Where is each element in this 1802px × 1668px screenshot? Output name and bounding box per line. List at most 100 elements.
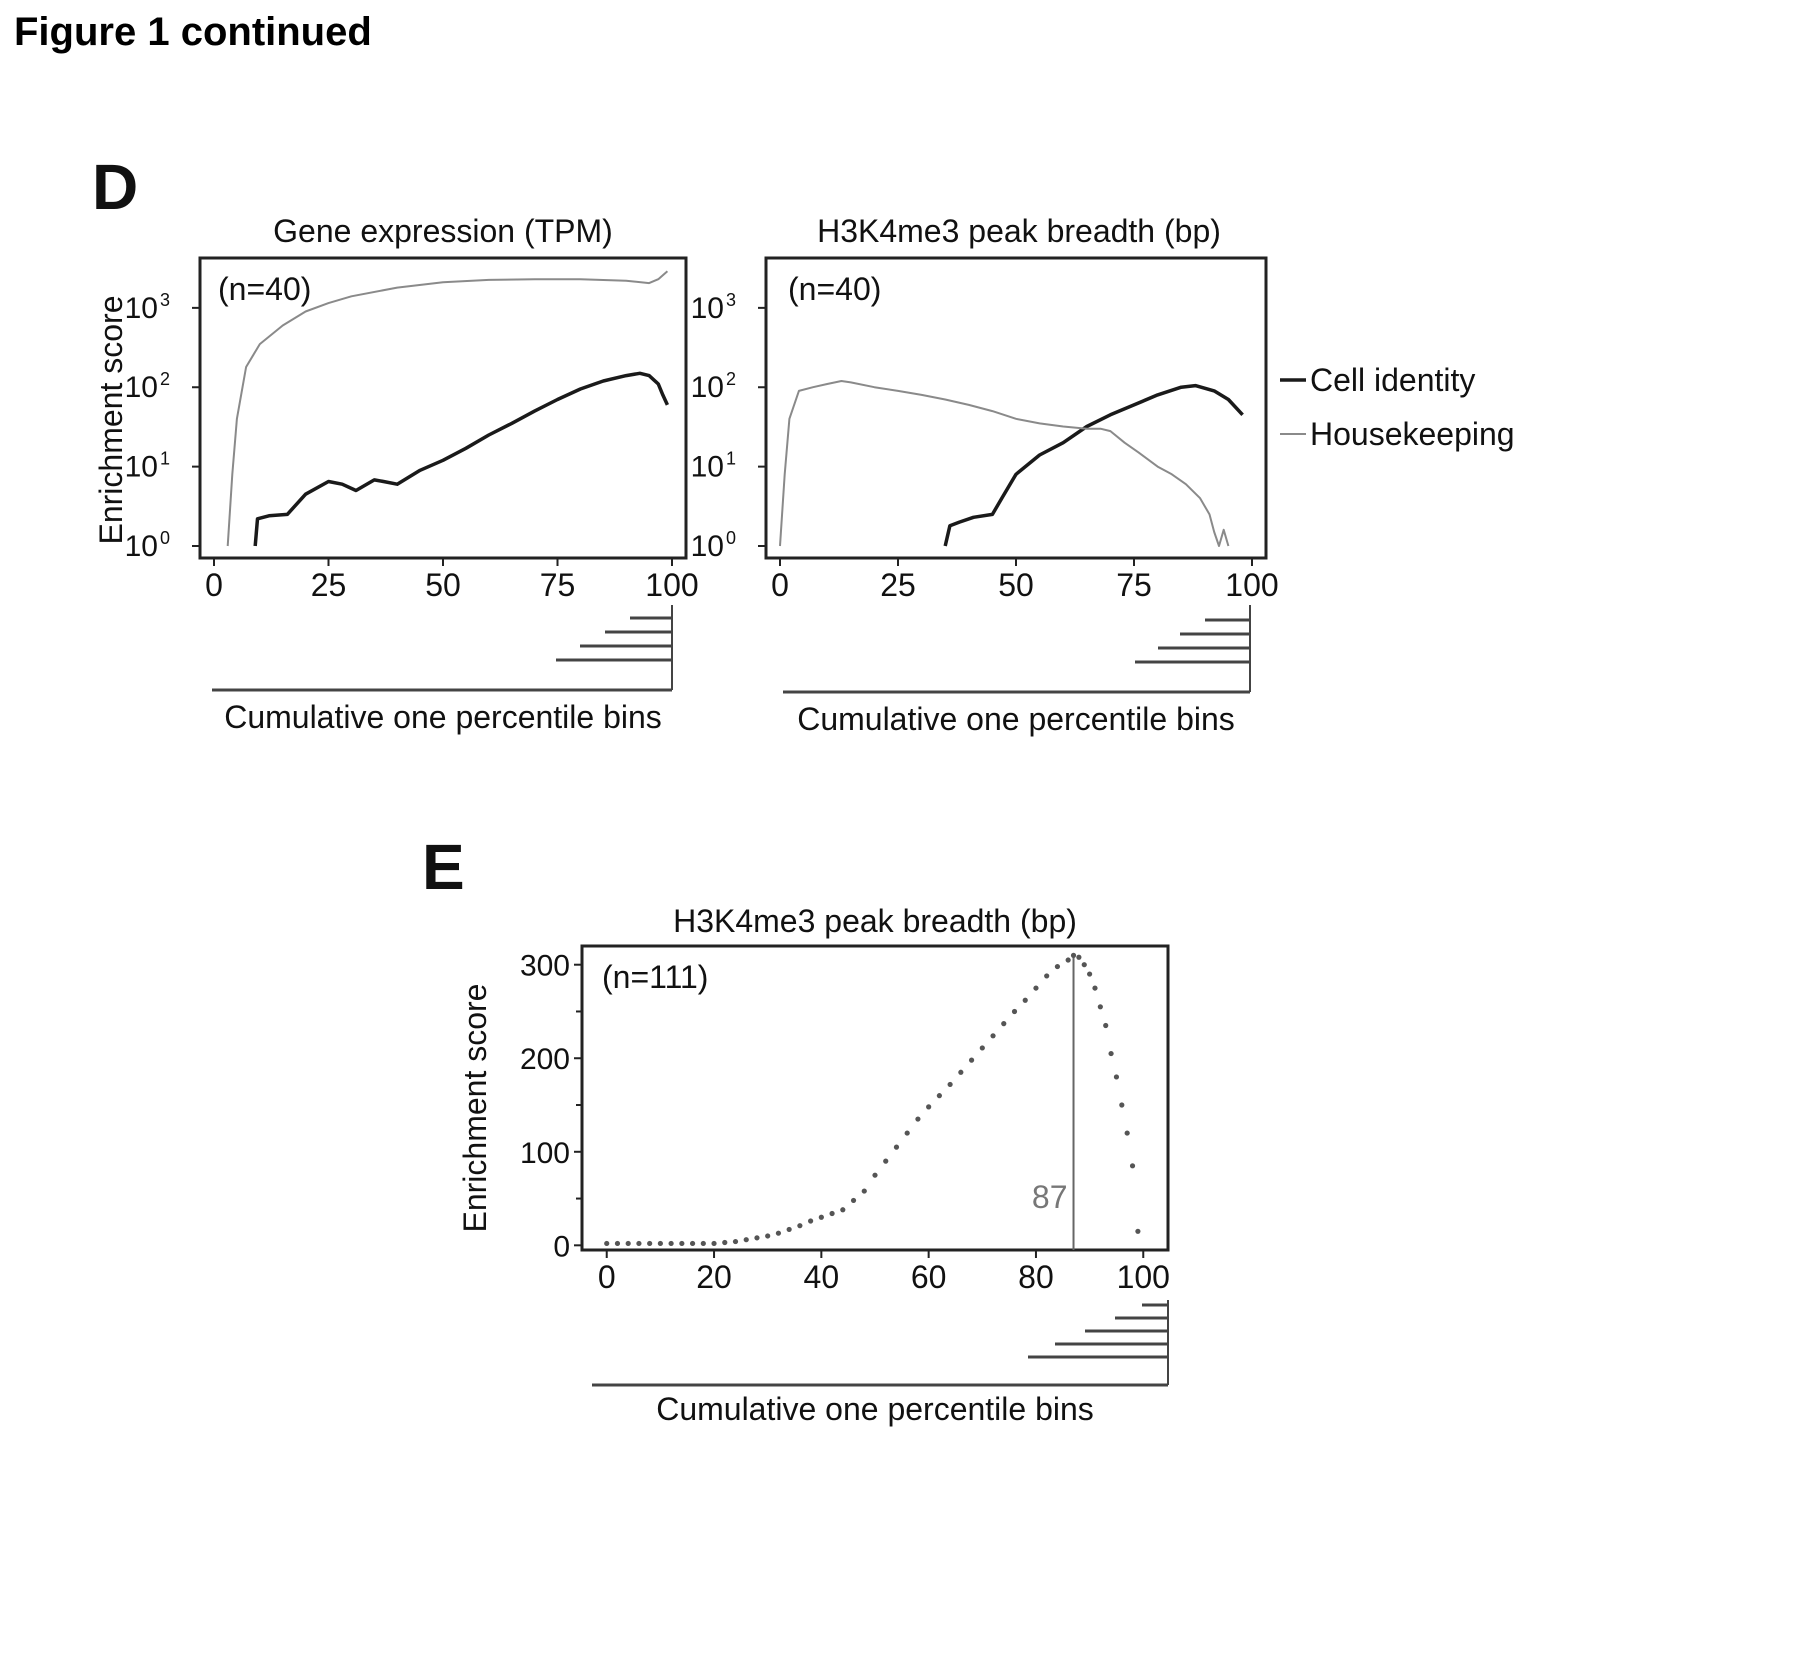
chart-2-y-tick-label: 0 <box>553 1230 570 1263</box>
chart-2-point <box>743 1237 749 1243</box>
chart-2-point <box>840 1207 846 1213</box>
chart-1-y-tick-label: 10 <box>691 530 724 563</box>
chart-0-x-tick-label: 100 <box>645 567 698 603</box>
chart-2-point <box>872 1172 878 1178</box>
chart-2-point <box>689 1240 696 1247</box>
chart-2-y-tick-label: 100 <box>520 1137 570 1170</box>
chart-0-x-axis-label: Cumulative one percentile bins <box>224 699 662 735</box>
chart-1-legend-label: Cell identity <box>1310 362 1475 398</box>
chart-2-point <box>904 1130 910 1136</box>
chart-0-y-tick-exponent: 0 <box>160 528 170 548</box>
panel-letter-d: D <box>92 151 139 223</box>
chart-2-point <box>1092 985 1098 991</box>
chart-1-legend-label: Housekeeping <box>1310 416 1515 452</box>
chart-2-point <box>883 1158 889 1164</box>
chart-1-series-housekeeping <box>779 380 1230 547</box>
chart-2-point <box>936 1093 942 1099</box>
chart-2-point <box>968 1057 975 1063</box>
chart-0-y-axis-label: Enrichment score <box>93 296 129 545</box>
chart-2-point <box>732 1238 739 1245</box>
chart-2-point <box>1124 1130 1130 1136</box>
chart-2-x-axis-label: Cumulative one percentile bins <box>656 1391 1094 1427</box>
chart-2-point <box>808 1218 814 1224</box>
chart-2-point <box>1081 962 1087 968</box>
chart-0-series-housekeeping <box>226 270 669 547</box>
chart-2-point <box>958 1069 964 1075</box>
chart-0-y-tick-label: 10 <box>125 451 158 484</box>
chart-2-point <box>1065 957 1071 963</box>
chart-2-point <box>604 1240 610 1247</box>
chart-2-point <box>893 1144 900 1150</box>
chart-2-x-tick-label: 100 <box>1117 1259 1170 1295</box>
chart-2-point <box>668 1240 674 1247</box>
chart-2-point <box>1087 971 1093 977</box>
chart-0-y-tick-exponent: 1 <box>160 449 170 469</box>
chart-0-series-cell-identity <box>253 371 669 547</box>
chart-2-point <box>1070 952 1077 958</box>
chart-1-x-tick-label: 50 <box>998 567 1034 603</box>
chart-0-n-annotation: (n=40) <box>218 271 311 307</box>
chart-2-point <box>1103 1022 1109 1029</box>
chart-1-x-tick-label: 0 <box>771 567 789 603</box>
chart-2-point <box>850 1197 857 1204</box>
chart-0-y-tick-label: 10 <box>125 292 158 325</box>
chart-2-x-tick-label: 80 <box>1018 1259 1054 1295</box>
chart-0-title: Gene expression (TPM) <box>273 213 613 249</box>
chart-2-n-annotation: (n=111) <box>602 959 708 995</box>
chart-2-point <box>861 1188 867 1194</box>
chart-2-x-tick-label: 20 <box>696 1259 732 1295</box>
chart-2-point <box>1129 1163 1136 1169</box>
chart-0-x-tick-label: 50 <box>425 567 461 603</box>
chart-2-point <box>1044 973 1050 979</box>
chart-2-point <box>636 1240 642 1247</box>
chart-2-point <box>614 1240 621 1247</box>
chart-2-y-tick-label: 200 <box>520 1043 570 1076</box>
chart-2-point <box>722 1239 728 1246</box>
chart-0-x-tick-label: 75 <box>540 567 576 603</box>
chart-1-y-tick-label: 10 <box>691 451 724 484</box>
chart-2-title: H3K4me3 peak breadth (bp) <box>673 903 1077 939</box>
chart-1-y-tick-label: 10 <box>691 292 724 325</box>
chart-2-marker-label: 87 <box>1032 1179 1068 1215</box>
chart-1-y-tick-exponent: 2 <box>726 369 736 389</box>
chart-0-y-tick-label: 10 <box>125 530 158 563</box>
chart-2-point <box>990 1033 996 1039</box>
chart-2-x-tick-label: 40 <box>804 1259 840 1295</box>
chart-2-point <box>1113 1074 1120 1080</box>
chart-1-x-tick-label: 25 <box>880 567 916 603</box>
chart-2-point <box>915 1116 921 1122</box>
chart-1-y-tick-exponent: 0 <box>726 528 736 548</box>
figure-title: Figure 1 continued <box>14 10 372 54</box>
chart-2-point <box>657 1240 663 1247</box>
chart-2-point <box>647 1240 653 1247</box>
chart-1-y-tick-exponent: 1 <box>726 449 736 469</box>
chart-2-point <box>1119 1102 1125 1108</box>
chart-2-point <box>1108 1050 1114 1057</box>
chart-2-point <box>1054 963 1061 970</box>
chart-2-point <box>775 1230 782 1236</box>
chart-2-point <box>1001 1021 1007 1027</box>
chart-2-point <box>711 1240 717 1247</box>
chart-0-x-tick-label: 0 <box>205 567 223 603</box>
panel-letter-e: E <box>422 831 465 903</box>
chart-0-y-tick-label: 10 <box>125 371 158 404</box>
chart-2-plot-frame <box>580 944 1170 1252</box>
chart-2-point <box>786 1226 792 1233</box>
chart-1-title: H3K4me3 peak breadth (bp) <box>817 213 1221 249</box>
chart-2-point <box>700 1240 706 1247</box>
chart-1-x-axis-label: Cumulative one percentile bins <box>797 701 1235 737</box>
chart-2-point <box>926 1104 932 1110</box>
chart-2-point <box>818 1214 824 1220</box>
chart-1-y-tick-exponent: 3 <box>726 290 736 310</box>
chart-0-x-tick-label: 25 <box>311 567 347 603</box>
chart-1-y-tick-label: 10 <box>691 371 724 404</box>
chart-2-point <box>797 1223 803 1229</box>
chart-2-y-axis-label: Enrichment score <box>457 984 493 1233</box>
chart-2-point <box>1076 954 1082 960</box>
chart-2-y-tick-label: 300 <box>520 950 570 983</box>
chart-1-series-cell-identity <box>943 383 1244 547</box>
chart-2-x-tick-label: 0 <box>598 1259 616 1295</box>
chart-2-point <box>754 1235 760 1241</box>
chart-2-point <box>1135 1228 1141 1234</box>
